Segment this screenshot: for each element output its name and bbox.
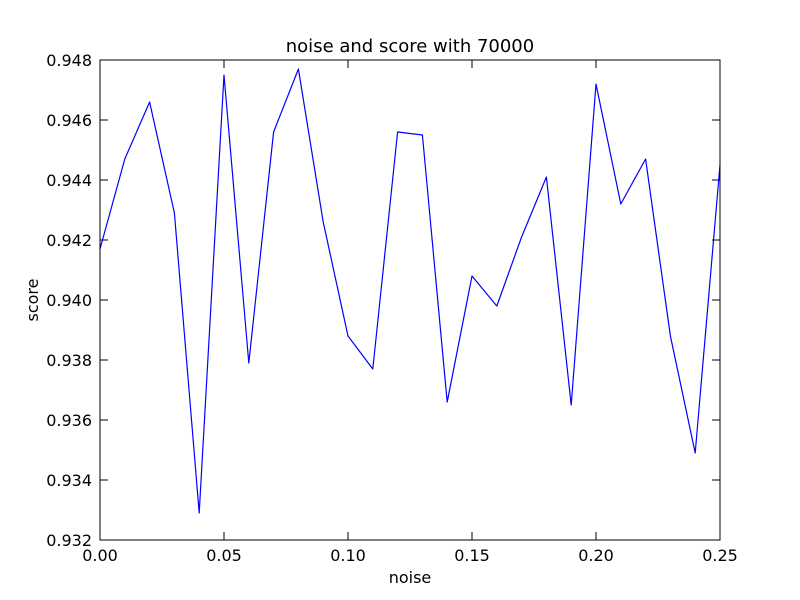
x-tick-label: 0.20 <box>578 546 614 565</box>
axis-ticks: 0.00 0.05 0.10 0.15 0.20 0.25 0.932 0.934 0.936 0… <box>46 51 738 565</box>
y-tick-label: 0.938 <box>46 351 92 370</box>
x-tick-label: 0.00 <box>82 546 118 565</box>
y-tick-label: 0.948 <box>46 51 92 70</box>
chart-title: noise and score with 70000 <box>286 36 534 57</box>
y-tick-label: 0.934 <box>46 471 92 490</box>
plot-area <box>100 60 720 540</box>
x-tick-label: 0.25 <box>702 546 738 565</box>
x-axis-label: noise <box>389 568 432 587</box>
plot-frame <box>99 59 721 541</box>
x-tick-label: 0.15 <box>454 546 490 565</box>
x-tick-label: 0.05 <box>206 546 242 565</box>
series-line <box>99 68 721 514</box>
y-tick-label: 0.940 <box>46 291 92 310</box>
y-tick-label: 0.936 <box>46 411 92 430</box>
x-tick-label: 0.10 <box>330 546 366 565</box>
y-tick-label: 0.946 <box>46 111 92 130</box>
y-tick-label: 0.932 <box>46 531 92 550</box>
y-tick-label: 0.942 <box>46 231 92 250</box>
y-tick-label: 0.944 <box>46 171 92 190</box>
y-axis-label: score <box>23 279 42 322</box>
series-layer <box>99 68 721 514</box>
